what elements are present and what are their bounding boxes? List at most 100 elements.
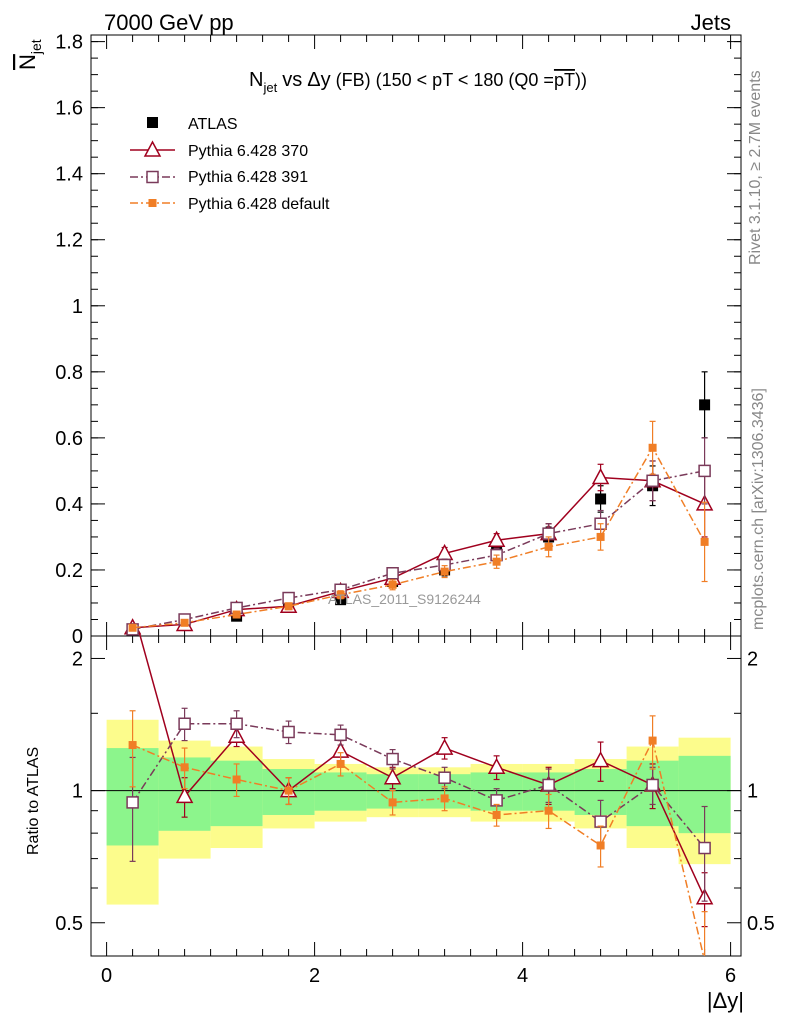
title-fb: (FB) — [336, 70, 371, 90]
main-ytick-label: 0 — [72, 626, 83, 648]
ratio-series-pythia-6-428-391 — [126, 707, 711, 902]
point-pythia-6-428-391 — [646, 474, 659, 488]
main-ytick-label: 1.8 — [55, 32, 83, 54]
ratio-point-pythia-6-428-370 — [435, 738, 454, 755]
ratio-point-pythia-6-428-391 — [230, 717, 243, 731]
ratio-series-layer — [125, 600, 714, 965]
watermark: ATLAS_2011_S9126244 — [328, 591, 481, 607]
point-pythia-6-428-default — [596, 532, 605, 541]
legend-entry-p391: Pythia 6.428 391 — [130, 169, 308, 186]
ratio-point-pythia-6-428-391 — [594, 815, 607, 828]
point-pythia-6-428-default — [544, 542, 553, 551]
ratio-point-pythia-6-428-default — [648, 736, 657, 745]
point-atlas — [335, 594, 347, 606]
title-jet: jet — [262, 80, 277, 95]
main-ytick-label: 0.2 — [55, 560, 83, 582]
ratio-point-pythia-6-428-391 — [178, 717, 191, 731]
ratio-ytick-label: 0.5 — [55, 913, 83, 935]
ratio-point-pythia-6-428-370 — [487, 757, 506, 775]
point-atlas — [595, 493, 607, 505]
point-pythia-6-428-default — [388, 580, 397, 589]
main-ytick-label: 1 — [72, 296, 83, 318]
ratio-point-pythia-6-428-default — [440, 794, 449, 803]
chart-title: Njet vs Δy (FB) (150 < pT < 180 (Q0 =pT)… — [249, 69, 587, 95]
ratio-point-pythia-6-428-default — [336, 759, 345, 768]
ratio-ytick-label-right: 2 — [747, 648, 758, 670]
series-pythia-6-428-default — [128, 420, 709, 632]
main-ylabel-sub: jet — [28, 39, 44, 55]
ratio-point-pythia-6-428-default — [128, 741, 137, 750]
ratio-band-layer — [106, 719, 731, 905]
point-pythia-6-428-default — [128, 623, 137, 632]
ratio-point-pythia-6-428-default — [596, 841, 605, 850]
main-ytick-label: 1.6 — [55, 98, 83, 120]
ratio-point-pythia-6-428-391 — [542, 778, 555, 792]
x-axis-label: |Δy| — [707, 988, 744, 1013]
ratio-point-pythia-6-428-391 — [126, 796, 139, 809]
title-pt: pT — [554, 70, 575, 90]
point-pythia-6-428-370 — [591, 467, 610, 485]
ratio-ylabel: Ratio to ATLAS — [25, 747, 42, 855]
ratio-point-pythia-6-428-391 — [334, 728, 347, 742]
ratio-point-pythia-6-428-391 — [646, 778, 659, 792]
ratio-point-pythia-6-428-391 — [698, 841, 711, 855]
legend-marker-p391 — [146, 170, 159, 184]
rivet-label: Rivet 3.1.10, ≥ 2.7M events — [747, 70, 764, 265]
title-n: N — [249, 69, 263, 91]
point-pythia-6-428-default — [284, 602, 293, 611]
ratio-xtick-label: 0 — [101, 965, 112, 987]
legend-entry-atlas: ATLAS — [147, 116, 238, 133]
ratio-point-pythia-6-428-370 — [175, 786, 194, 804]
ratio-point-pythia-6-428-default — [388, 798, 397, 807]
main-series-layer — [123, 371, 714, 636]
point-pythia-6-428-370 — [487, 530, 506, 547]
legend-marker-p370 — [143, 140, 162, 157]
mcplots-label: mcplots.cern.ch [arXiv:1306.3436] — [750, 388, 767, 630]
ratio-line-pythia-6-428-370 — [138, 634, 706, 899]
point-pythia-6-428-default — [336, 590, 345, 599]
main-ylabel-text: Njet — [15, 39, 44, 70]
ratio-point-pythia-6-428-370 — [591, 751, 610, 768]
line-pythia-6-428-370 — [132, 476, 705, 629]
ratio-ytick-label-right: 1 — [747, 781, 758, 803]
ratio-axes: 0.5 0.5 1 1 2 2 0 2 4 6 — [55, 635, 775, 987]
title-range: (150 < pT < 180 (Q0 = — [376, 70, 554, 90]
ratio-xtick-label: 2 — [309, 965, 320, 987]
main-ytick-label: 0.6 — [55, 428, 83, 450]
legend-entry-p370: Pythia 6.428 370 — [130, 140, 308, 160]
main-ytick-label: 1.2 — [55, 230, 83, 252]
ratio-point-pythia-6-428-default — [492, 810, 501, 819]
ratio-frame — [90, 635, 742, 957]
title-delta: Δy — [307, 69, 330, 91]
header-left: 7000 GeV pp — [104, 10, 234, 35]
main-ytick-label: 1.4 — [55, 164, 83, 186]
ratio-point-pythia-6-428-default — [701, 957, 709, 965]
ratio-ytick-label-right: 0.5 — [747, 913, 775, 935]
point-pythia-6-428-default — [180, 618, 189, 627]
title-vs: vs — [282, 69, 302, 91]
point-atlas — [699, 399, 711, 411]
point-pythia-6-428-default — [440, 567, 449, 576]
ratio-point-pythia-6-428-default — [544, 806, 553, 815]
band-inner-bin — [314, 772, 367, 811]
ratio-point-pythia-6-428-default — [284, 786, 293, 795]
main-ylabel-n: N — [15, 54, 40, 70]
legend-marker-atlas — [147, 117, 158, 128]
legend: ATLAS Pythia 6.428 370 Pythia 6.428 391 … — [130, 116, 330, 213]
point-pythia-6-428-default — [700, 537, 709, 546]
ratio-xtick-label: 6 — [725, 965, 736, 987]
ratio-series-pythia-6-428-default — [128, 710, 709, 965]
point-pythia-6-428-default — [648, 443, 657, 452]
main-ytick-label: 0.8 — [55, 362, 83, 384]
ratio-point-pythia-6-428-370 — [125, 600, 140, 614]
point-pythia-6-428-391 — [386, 567, 399, 580]
line-pythia-6-428-391 — [132, 470, 705, 631]
legend-marker-pdefault — [148, 199, 157, 207]
legend-label-p391: Pythia 6.428 391 — [188, 169, 308, 186]
point-pythia-6-428-default — [492, 557, 501, 566]
line-pythia-6-428-default — [132, 446, 706, 629]
header-right: Jets — [691, 10, 731, 35]
ratio-ytick-label: 2 — [72, 648, 83, 670]
point-pythia-6-428-default — [232, 610, 241, 619]
